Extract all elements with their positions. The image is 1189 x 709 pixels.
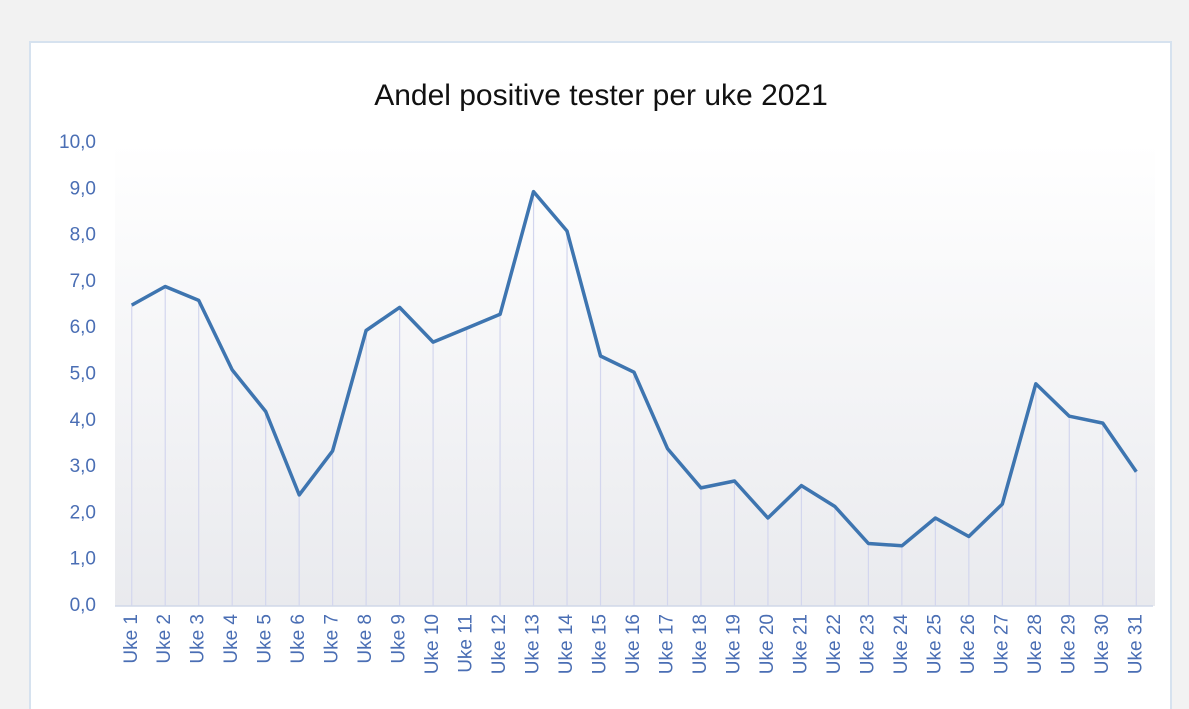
y-tick-label: 5,0 [70,364,96,385]
x-tick-label: Uke 29 [1058,614,1079,674]
y-tick-label: 4,0 [70,410,96,431]
x-tick-label: Uke 4 [221,614,242,664]
x-tick-label: Uke 27 [991,614,1012,674]
data-line [130,189,1138,548]
x-tick-label: Uke 2 [154,614,175,664]
x-tick-label: Uke 28 [1025,614,1046,674]
x-tick-label: Uke 24 [891,614,912,675]
x-tick-label: Uke 17 [656,614,677,674]
x-tick-label: Uke 11 [456,614,477,673]
x-tick-label: Uke 30 [1092,614,1113,674]
x-tick-label: Uke 25 [924,614,945,674]
x-tick-label: Uke 10 [422,614,443,674]
y-tick-label: 8,0 [70,225,96,246]
x-tick-label: Uke 8 [355,614,376,664]
y-tick-label: 7,0 [70,271,96,292]
x-tick-label: Uke 14 [556,614,577,675]
x-tick-label: Uke 16 [623,614,644,674]
y-tick-label: 9,0 [70,178,96,199]
chart-title: Andel positive tester per uke 2021 [374,79,828,112]
x-tick-label: Uke 13 [523,614,544,674]
y-tick-label: 2,0 [70,502,96,523]
x-tick-label: Uke 3 [188,614,209,664]
x-tick-label: Uke 23 [857,614,878,674]
y-tick-label: 6,0 [70,317,96,338]
x-tick-label: Uke 19 [723,614,744,674]
x-tick-label: Uke 15 [590,614,611,674]
y-tick-label: 0,0 [70,595,96,616]
x-tick-label: Uke 6 [288,614,309,664]
x-tick-label: Uke 9 [389,614,410,664]
x-tick-label: Uke 21 [790,614,811,674]
y-tick-label: 10,0 [59,132,96,153]
x-tick-label: Uke 7 [322,614,343,664]
x-tick-label: Uke 31 [1125,614,1146,674]
y-tick-label: 3,0 [70,456,96,477]
x-tick-label: Uke 5 [255,614,276,664]
x-tick-label: Uke 1 [121,614,142,664]
y-tick-label: 1,0 [70,549,96,570]
x-tick-label: Uke 20 [757,614,778,674]
x-tick-label: Uke 26 [958,614,979,674]
x-tick-label: Uke 18 [690,614,711,674]
x-tick-label: Uke 22 [824,614,845,674]
x-tick-label: Uke 12 [489,614,510,674]
